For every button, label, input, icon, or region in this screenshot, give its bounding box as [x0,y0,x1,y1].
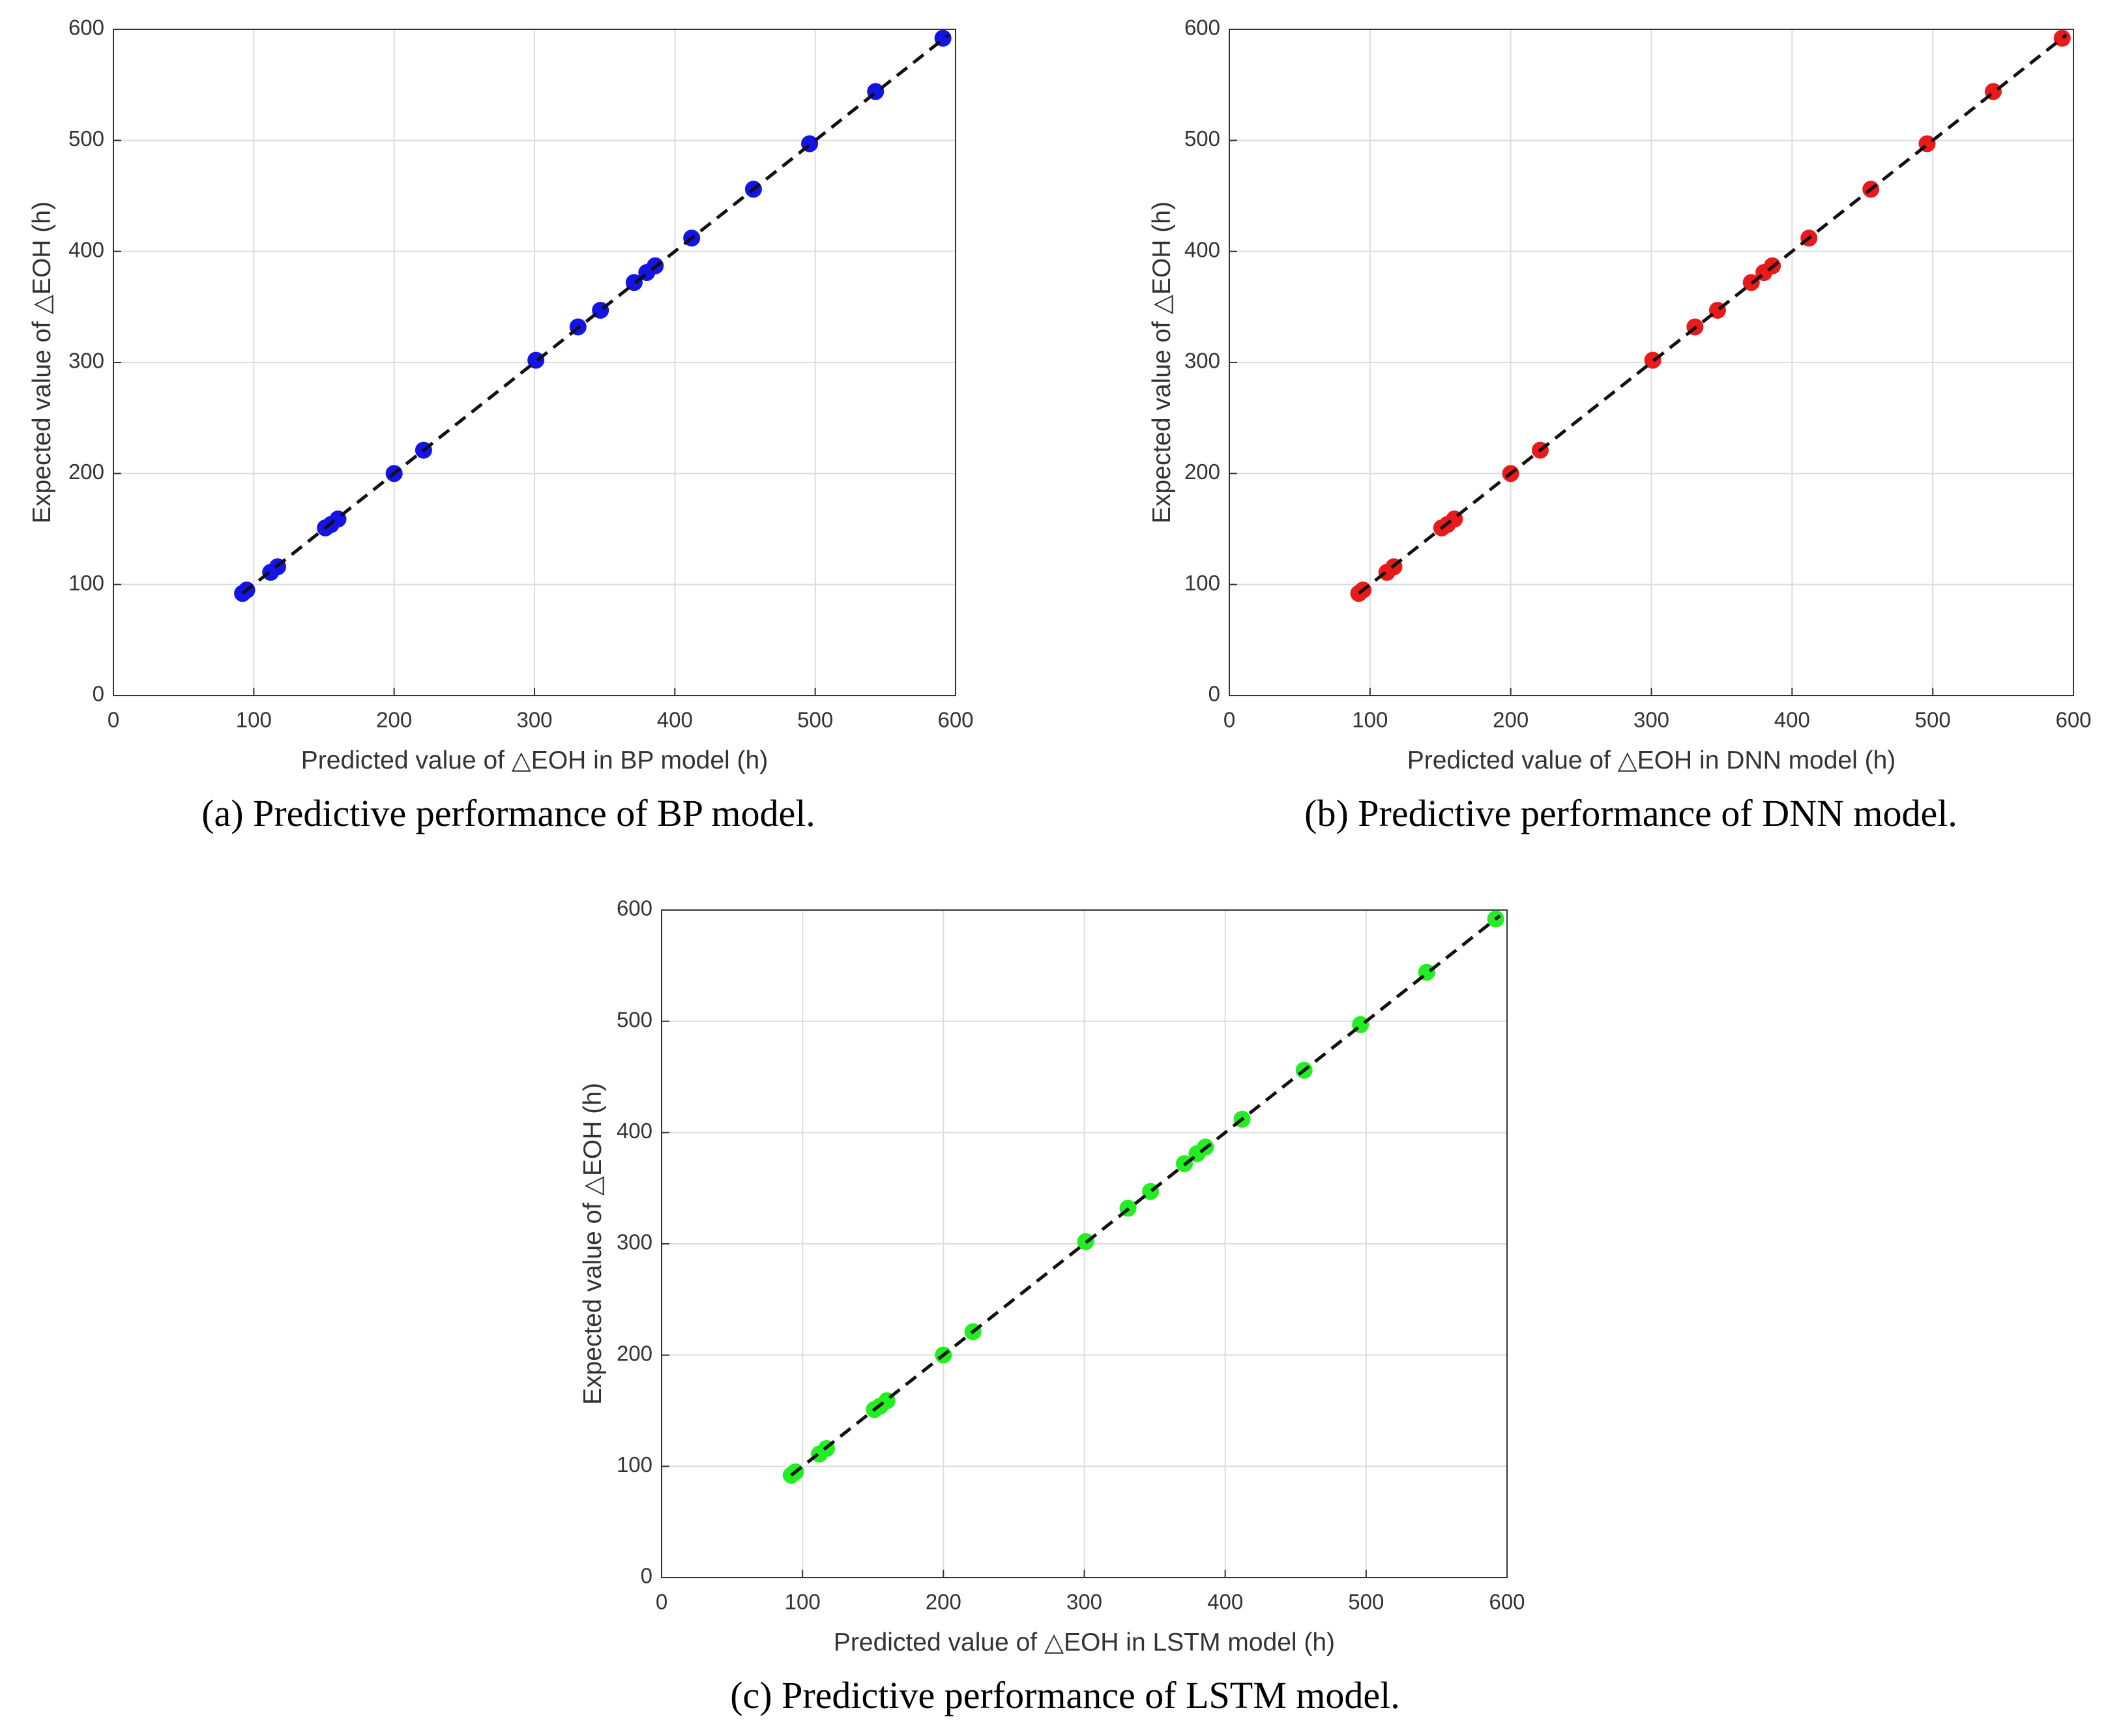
x-tick-label: 300 [1066,1590,1102,1614]
x-tick-label: 400 [657,708,693,732]
x-tick-label: 500 [1348,1590,1384,1614]
y-tick-label: 600 [68,16,104,40]
point [2053,29,2071,47]
x-axis-label: Predicted value of △EOH in DNN model (h) [1407,746,1896,774]
y-tick-label: 500 [617,1007,652,1031]
y-tick-label: 0 [93,682,104,706]
y-tick-label: 300 [617,1230,652,1254]
x-tick-label: 400 [1774,708,1810,732]
y-tick-label: 200 [68,460,104,484]
y-tick-label: 400 [1184,237,1220,261]
x-tick-label: 100 [1352,708,1388,732]
x-tick-label: 0 [1223,708,1235,732]
axis-box [113,29,956,696]
x-tick-label: 0 [108,708,119,732]
x-tick-label: 600 [1489,1590,1525,1614]
x-tick-label: 300 [1633,708,1669,732]
y-tick-label: 500 [1184,126,1220,151]
y-tick-label: 100 [1184,570,1220,595]
x-axis-label: Predicted value of △EOH in BP model (h) [301,746,768,774]
x-axis-label: Predicted value of △EOH in LSTM model (h… [834,1628,1335,1656]
axis-box [661,909,1508,1578]
x-tick-label: 600 [2055,708,2091,732]
x-tick-label: 100 [785,1590,821,1614]
y-tick-label: 0 [641,1564,652,1588]
y-tick-label: 400 [617,1119,652,1143]
x-tick-label: 200 [1493,708,1529,732]
y-tick-label: 600 [1184,16,1220,40]
x-tick-label: 200 [926,1590,961,1614]
y-tick-label: 300 [1184,349,1220,373]
fit-line [790,914,1501,1477]
y-axis-label: Expected value of △EOH (h) [28,201,56,523]
y-tick-label: 200 [617,1341,652,1365]
x-tick-label: 300 [516,708,552,732]
x-tick-label: 200 [376,708,412,732]
caption: (b) Predictive performance of DNN model. [1304,792,1957,834]
y-tick-label: 100 [68,570,104,595]
y-tick-label: 200 [1184,460,1220,484]
y-tick-label: 600 [617,896,652,920]
y-axis-label: Expected value of △EOH (h) [1148,201,1176,523]
caption: (a) Predictive performance of BP model. [201,792,815,834]
caption: (c) Predictive performance of LSTM model… [730,1674,1400,1716]
x-tick-label: 400 [1207,1590,1243,1614]
x-tick-label: 100 [236,708,272,732]
y-tick-label: 0 [1208,682,1220,706]
fit-line [241,33,950,595]
y-tick-label: 100 [617,1452,652,1477]
x-tick-label: 0 [656,1590,667,1614]
x-tick-label: 500 [797,708,833,732]
y-tick-label: 400 [68,237,104,261]
y-tick-label: 300 [68,349,104,373]
x-tick-label: 600 [937,708,973,732]
x-tick-label: 500 [1915,708,1951,732]
y-tick-label: 500 [68,126,104,151]
fit-line [1358,33,2068,595]
axis-box [1229,29,2074,696]
y-axis-label: Expected value of △EOH (h) [579,1083,607,1405]
